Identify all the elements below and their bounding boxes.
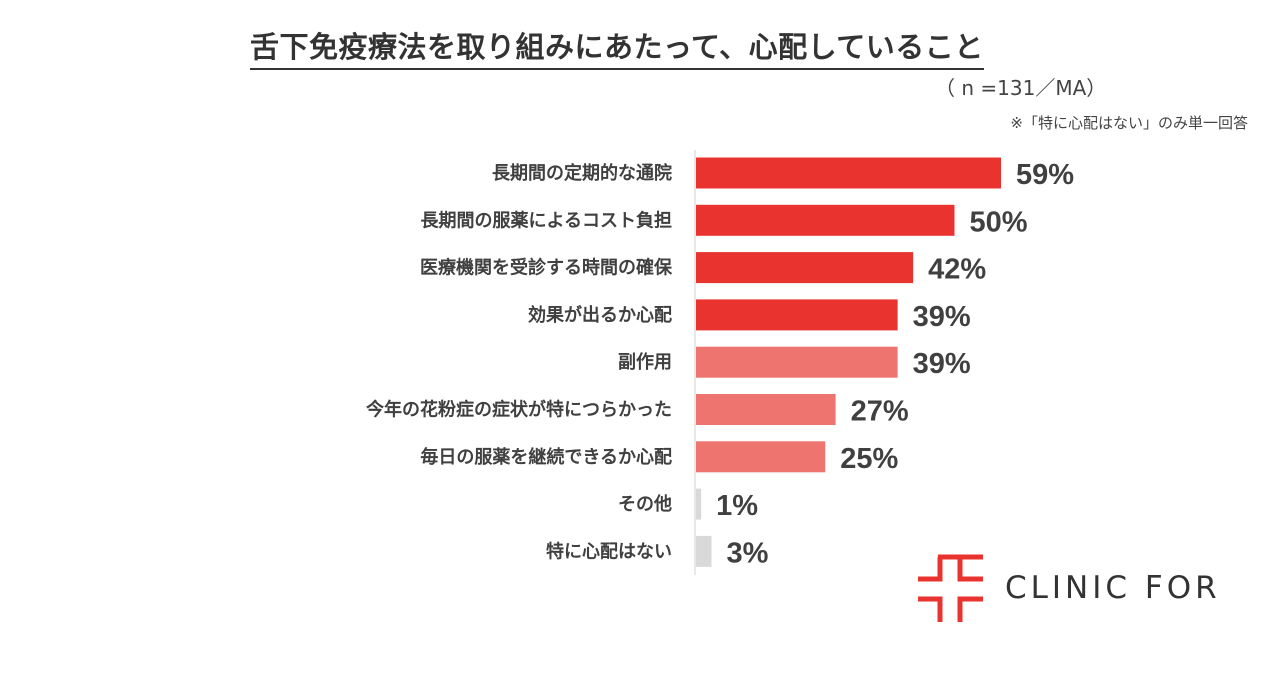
bar [696,441,826,473]
category-label: 毎日の服薬を継続できるか心配 [420,446,672,468]
category-label: 医療機関を受診する時間の確保 [420,257,673,279]
data-label: 3% [727,537,769,569]
bar [696,204,955,236]
bar [696,299,898,331]
category-label: 長期間の服薬によるコスト負担 [421,209,672,231]
data-label: 1% [716,490,758,522]
category-label: 特に心配はない [546,540,672,562]
bar [696,252,914,284]
category-label: 副作用 [618,351,672,373]
data-label: 42% [928,254,986,286]
bar [696,157,1002,189]
clinic-for-logo-icon [918,554,983,622]
chart-note: ※「特に心配はない」のみ単一回答 [1010,114,1248,132]
sample-size: （ n =131／MA） [935,76,1107,100]
category-label: 効果が出るか心配 [528,304,672,326]
data-label: 39% [913,348,971,380]
data-label: 25% [840,443,898,475]
bar [696,394,836,425]
bar [696,346,898,378]
chart-title: 舌下免疫療法を取り組みにあたって、心配していること [250,28,984,70]
data-label: 27% [851,396,909,428]
category-label: 長期間の定期的な通院 [492,162,672,184]
logo-text: CLINIC FOR [1005,570,1221,606]
bar [696,488,702,520]
category-label: 今年の花粉症の症状が特につらかった [366,399,672,421]
data-label: 50% [970,206,1028,238]
data-label: 59% [1016,159,1074,191]
data-label: 39% [913,301,971,333]
category-label: その他 [618,493,672,515]
bar [696,535,712,567]
